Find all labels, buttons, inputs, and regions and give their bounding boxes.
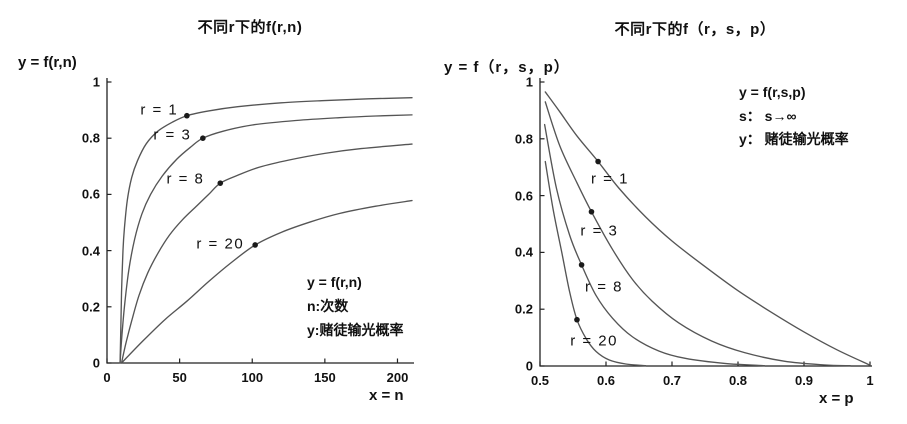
annotation-line: y:赌徒输光概率 [307,322,404,338]
x-tick-label: 100 [241,370,264,385]
marker-dot-r=3 [588,208,595,215]
left-chart-title: 不同r下的f(r,n) [197,19,303,36]
marker-dot-r=3 [200,135,206,141]
x-tick-label: 150 [313,370,336,385]
y-tick-label: 0.2 [514,301,533,317]
x-tick-label: 0 [103,370,111,385]
curve-label-r=20: r = 20 [196,235,245,253]
curve-label-r=8: r = 8 [585,278,623,296]
y-tick-label: 0.4 [514,244,533,260]
x-tick-label: 0.6 [596,373,616,388]
curve-label-r=1: r = 1 [590,170,629,188]
x-tick-label: 0.5 [530,373,550,388]
curve-r=1 [119,97,413,364]
x-tick-label: 1 [866,373,874,388]
right-annotation-block: y = f(r,s,p) s： s→∞ y： 赌徒输光概率 [739,81,849,152]
annotation-line: y = f(r,s,p) [739,84,806,100]
y-tick-label: 0.8 [514,131,533,147]
y-tick-label: 0 [525,358,533,374]
x-tick-label: 0.8 [728,373,748,388]
right-x-axis-title: x = p [819,390,854,407]
curve-r=3 [544,101,851,367]
annotation-line: y： 赌徒输光概率 [739,131,849,147]
y-tick-label: 1 [92,74,100,90]
marker-dot-r=20 [252,242,258,248]
curve-r=20 [120,199,413,364]
curve-label-r=1: r = 1 [140,101,179,119]
y-tick-label: 0.4 [81,243,100,259]
left-annotation-block: y = f(r,n) n:次数 y:赌徒输光概率 [307,270,403,342]
marker-dot-r=8 [217,180,224,186]
marker-dot-r=20 [574,316,580,323]
curve-r=8 [120,143,413,364]
left-x-axis-title: x = n [369,387,404,404]
curve-r=8 [543,123,766,367]
y-tick-label: 0.6 [81,186,100,202]
left-y-axis-title: y = f(r,n) [18,54,77,71]
curve-label-r=20: r = 20 [570,332,618,350]
annotation-line: n:次数 [307,298,349,314]
curve-label-r=3: r = 3 [153,126,192,144]
y-tick-label: 0.6 [514,188,533,204]
marker-dot-r=1 [184,112,190,119]
marker-dot-r=8 [578,262,585,268]
curve-label-r=8: r = 8 [166,170,205,188]
x-tick-label: 0.9 [794,373,814,388]
annotation-line: s： s→∞ [739,107,797,124]
y-tick-label: 0.2 [81,299,100,315]
x-tick-label: 200 [386,370,409,385]
marker-dot-r=1 [595,158,601,165]
right-y-axis-title: y = f（r，s，p） [444,59,570,76]
y-tick-label: 1 [525,74,533,90]
x-tick-label: 0.7 [662,373,682,388]
y-tick-label: 0 [92,355,100,371]
x-tick-label: 50 [172,370,187,385]
curve-r=3 [119,114,413,364]
curve-label-r=3: r = 3 [580,222,619,240]
annotation-line: y = f(r,n) [307,274,362,290]
right-chart-title: 不同r下的f（r，s，p） [614,21,776,38]
curve-r=20 [544,160,647,367]
curve-r=1 [544,91,871,366]
y-tick-label: 0.8 [81,130,100,146]
